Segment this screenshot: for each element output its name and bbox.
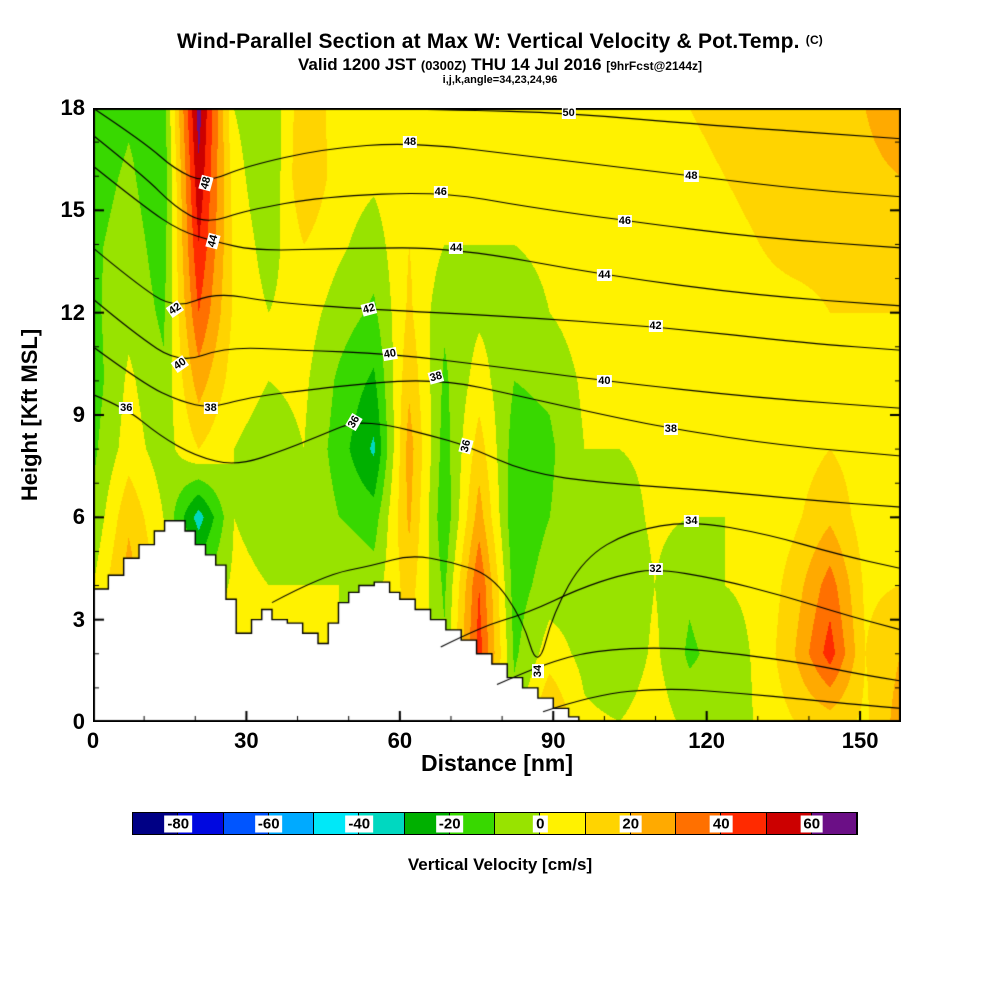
colorbar-tick-label: 60 (800, 815, 824, 832)
y-tick-label: 0 (72, 709, 85, 734)
colorbar-tick-label: -40 (345, 815, 374, 832)
valid-time-utc: (0300Z) (420, 58, 467, 73)
x-tick-label: 150 (841, 728, 879, 753)
y-tick-label: 3 (72, 606, 85, 632)
chart-title: Wind-Parallel Section at Max W: Vertical… (0, 30, 1000, 54)
y-axis-title: Height [Kft MSL] (17, 328, 42, 502)
colorbar-tick-label: -60 (254, 815, 283, 832)
plot-area: 50 48 48 48 46 46 44 44 44 42 42 42 40 40 40 38 38 38 36 36… (93, 107, 901, 722)
colorbar: -80 -60 -40 -20 0 20 40 60 (132, 812, 858, 835)
colorbar-tick-label: 20 (619, 815, 643, 832)
x-tick-label: 0 (86, 728, 100, 753)
colorbar-segment (540, 813, 586, 834)
y-tick-label: 15 (60, 197, 85, 223)
x-tick-label: 60 (387, 728, 413, 753)
forecast-info: [9hrFcst@2144z] (606, 59, 703, 73)
chart-title-units: (C) (805, 33, 824, 47)
chart-title-text: Wind-Parallel Section at Max W: Vertical… (176, 30, 800, 53)
y-tick-label: 9 (72, 402, 85, 427)
colorbar-tick-label: 0 (533, 815, 548, 832)
valid-time: Valid 1200 JST (297, 55, 417, 74)
x-tick-label: 30 (234, 728, 259, 753)
colorbar-tick-label: 40 (709, 815, 733, 832)
colorbar-tick-label: -20 (435, 815, 464, 832)
x-axis-title: Distance [nm] (420, 750, 574, 776)
colorbar-tick-label: -80 (164, 815, 193, 832)
y-tick-label: 12 (60, 299, 85, 325)
y-tick-label: 18 (60, 95, 85, 120)
y-tick-label: 6 (72, 504, 85, 530)
x-tick-label: 120 (688, 728, 726, 753)
cross-section-canvas (93, 108, 901, 722)
valid-date: THU 14 Jul 2016 (471, 55, 602, 74)
x-tick-label: 90 (541, 728, 566, 753)
colorbar-label: Vertical Velocity [cm/s] (407, 855, 593, 874)
chart-subtitle: Valid 1200 JST (0300Z) THU 14 Jul 2016 [… (0, 55, 1000, 75)
chart-sub-subtitle: i,j,k,angle=34,23,24,96 (442, 74, 558, 86)
